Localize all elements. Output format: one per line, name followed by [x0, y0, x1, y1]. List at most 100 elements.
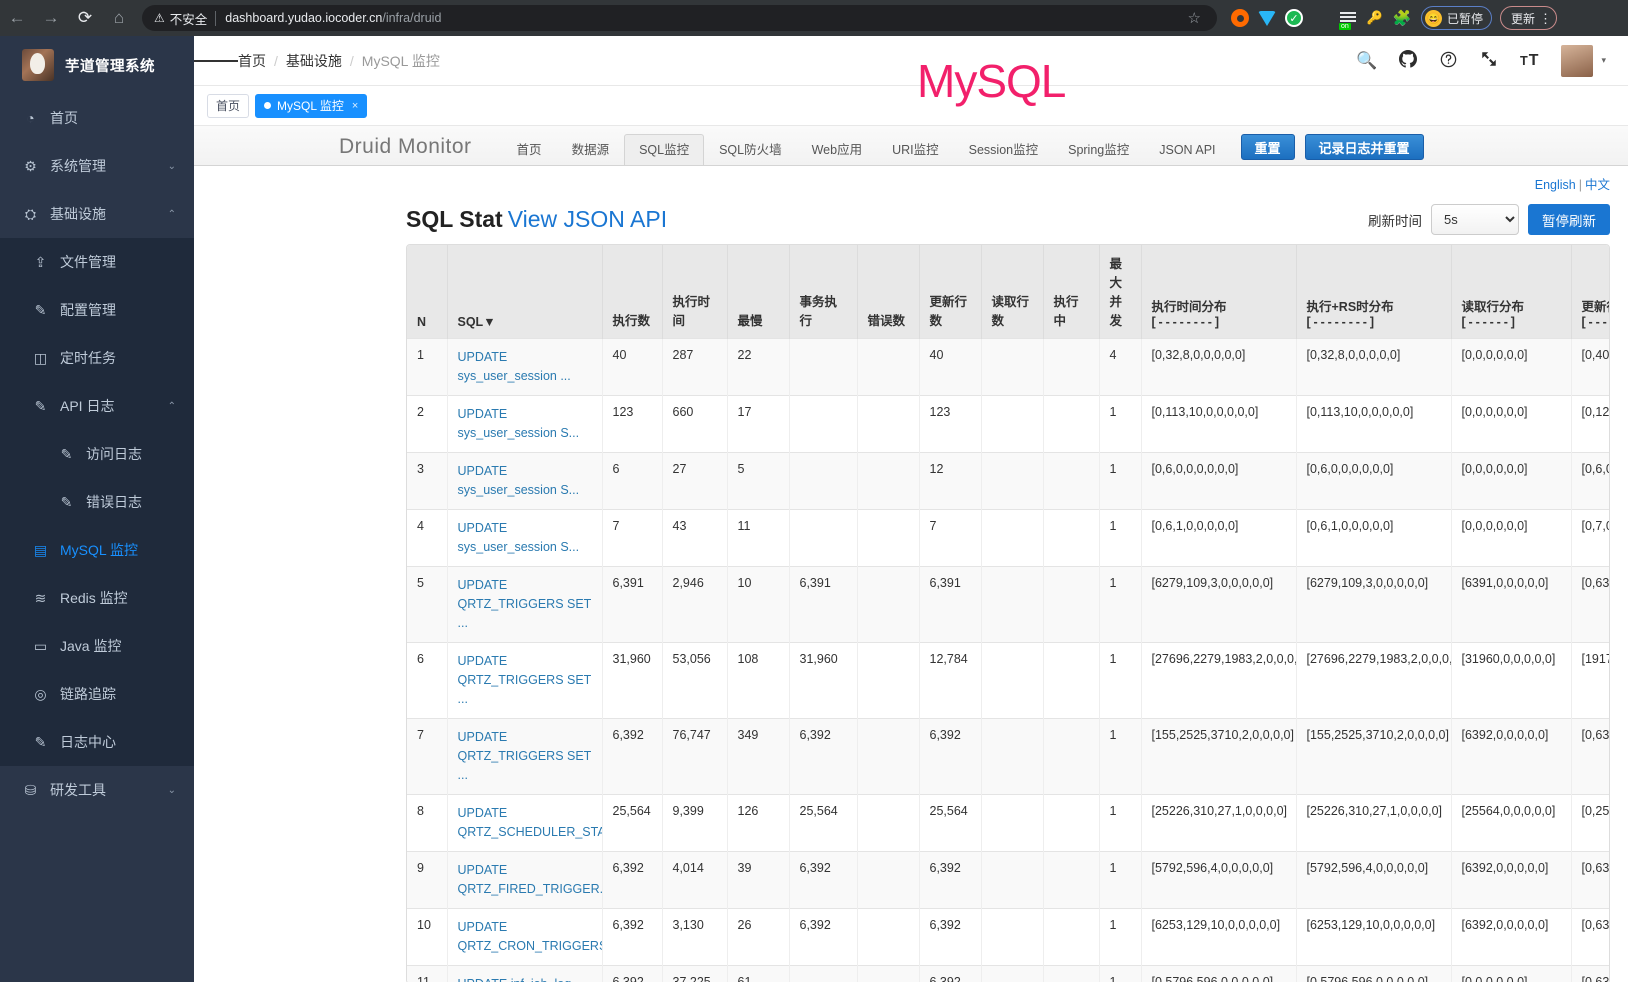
druid-nav-0[interactable]: 首页	[516, 143, 542, 157]
sql-link[interactable]: UPDATE QRTZ_TRIGGERS SET ...	[457, 730, 592, 782]
update-button[interactable]: 更新 ⋮	[1500, 6, 1558, 30]
cell-slowest: 108	[727, 642, 790, 719]
cell-readRows	[981, 908, 1044, 966]
extension-orange-icon[interactable]	[1231, 9, 1249, 27]
sidebar-item-label: 基础设施	[50, 206, 106, 222]
forward-arrow-icon[interactable]: →	[42, 8, 60, 27]
col-header-n[interactable]: N	[407, 245, 448, 339]
sql-link[interactable]: UPDATE inf_job_log SET e...	[458, 975, 594, 982]
druid-nav-7[interactable]: Spring监控	[1068, 143, 1130, 157]
reset-button[interactable]: 重置	[1240, 134, 1295, 160]
sql-link[interactable]: UPDATE QRTZ_SCHEDULER_STA...	[457, 806, 602, 839]
cell-execTime: 76,747	[662, 718, 728, 795]
druid-nav-2[interactable]: SQL监控	[624, 134, 705, 165]
extension-check-icon[interactable]: ✓	[1285, 9, 1303, 27]
chrome-menu-icon[interactable]: ⋮	[1539, 10, 1553, 26]
bookmark-star-icon[interactable]: ☆	[1187, 10, 1201, 27]
col-header-running[interactable]: 执行中	[1043, 245, 1100, 339]
fullscreen-icon[interactable]	[1480, 50, 1498, 71]
sidebar-item-1[interactable]: ⚙ 系统管理 ⌄	[0, 142, 194, 190]
sidebar-item-14[interactable]: ⛁ 研发工具 ⌄	[0, 766, 194, 814]
sidebar-item-label: Java 监控	[60, 638, 122, 654]
sidebar-item-4[interactable]: ✎ 配置管理	[0, 286, 194, 334]
druid-nav-1[interactable]: 数据源	[571, 143, 610, 157]
reload-icon[interactable]: ⟳	[77, 8, 93, 27]
sidebar-item-3[interactable]: ⇪ 文件管理	[0, 238, 194, 286]
druid-nav-5[interactable]: URI监控	[892, 143, 939, 157]
col-header-errors[interactable]: 错误数	[857, 245, 920, 339]
extension-grid-icon[interactable]	[1312, 9, 1330, 27]
sidebar-item-12[interactable]: ◎ 链路追踪	[0, 670, 194, 718]
col-header-execTime[interactable]: 执行时间	[662, 245, 728, 339]
col-header-txn[interactable]: 事务执行	[789, 245, 858, 339]
back-arrow-icon[interactable]: ←	[8, 8, 26, 27]
sidebar-item-8[interactable]: ✎ 错误日志	[0, 478, 194, 526]
sidebar-item-9[interactable]: ▤ MySQL 监控	[0, 526, 194, 574]
cell-execCount: 40	[602, 338, 663, 396]
col-header-maxConc[interactable]: 最大并发	[1099, 245, 1142, 339]
col-header-updDist[interactable]: 更新行分布[ - - - - - - ]	[1571, 245, 1609, 339]
address-bar[interactable]: ⚠ 不安全 dashboard.yudao.iocoder.cn/infra/d…	[142, 5, 1217, 31]
sidebar-item-2[interactable]: ⛭ 基础设施 ⌃	[0, 190, 194, 238]
lang-english[interactable]: English	[1534, 178, 1576, 192]
col-header-timeDist[interactable]: 执行时间分布[ - - - - - - - - ]	[1141, 245, 1297, 339]
hamburger-icon[interactable]	[194, 57, 239, 64]
col-header-sql[interactable]: SQL▼	[447, 245, 603, 339]
log-and-reset-button[interactable]: 记录日志并重置	[1304, 134, 1424, 160]
druid-nav-8[interactable]: JSON API	[1159, 143, 1216, 157]
druid-nav-4[interactable]: Web应用	[811, 143, 863, 157]
stat-header: SQL Stat View JSON API	[406, 206, 667, 233]
col-header-slowest[interactable]: 最慢	[727, 245, 790, 339]
col-header-readDist[interactable]: 读取行分布[ - - - - - - ]	[1451, 245, 1572, 339]
lang-chinese[interactable]: 中文	[1584, 178, 1610, 192]
extension-toggle-icon[interactable]: on	[1339, 9, 1357, 30]
sidebar-item-0[interactable]: ◔ 首页	[0, 94, 194, 142]
sql-link[interactable]: UPDATE QRTZ_TRIGGERS SET ...	[457, 578, 592, 630]
breadcrumb-item-1[interactable]: 基础设施	[285, 52, 342, 69]
pause-refresh-button[interactable]: 暂停刷新	[1528, 204, 1610, 235]
avatar[interactable]	[1561, 44, 1594, 77]
sidebar-brand[interactable]: 芋道管理系统	[0, 36, 194, 94]
profile-button[interactable]: 😄 已暂停	[1421, 6, 1493, 30]
sidebar-item-13[interactable]: ✎ 日志中心	[0, 718, 194, 766]
sidebar-item-5[interactable]: ◫ 定时任务	[0, 334, 194, 382]
tab-close-icon[interactable]: ×	[351, 99, 359, 112]
tab-home[interactable]: 首页	[207, 93, 250, 118]
help-icon[interactable]	[1439, 50, 1458, 72]
sidebar-item-10[interactable]: ≋ Redis 监控	[0, 574, 194, 622]
sql-link[interactable]: UPDATE sys_user_session S...	[457, 521, 580, 554]
extension-key-icon[interactable]: 🔑	[1366, 10, 1384, 25]
cell-readRows	[981, 395, 1044, 453]
extensions-puzzle-icon[interactable]: 🧩	[1392, 10, 1412, 27]
sidebar-item-11[interactable]: ▭ Java 监控	[0, 622, 194, 670]
view-json-api-link[interactable]: View JSON API	[507, 206, 668, 232]
druid-nav-3[interactable]: SQL防火墙	[719, 143, 782, 157]
sidebar-item-6[interactable]: ✎ API 日志 ⌃	[0, 382, 194, 430]
col-header-execCount[interactable]: 执行数	[602, 245, 663, 339]
sql-link[interactable]: UPDATE sys_user_session S...	[457, 464, 580, 497]
cell-maxConc: 4	[1099, 338, 1142, 396]
tab-mysql-monitor[interactable]: MySQL 监控 ×	[255, 93, 368, 118]
github-icon[interactable]	[1399, 50, 1418, 71]
col-header-updRows[interactable]: 更新行数	[919, 245, 982, 339]
sql-link[interactable]: UPDATE sys_user_session ...	[457, 350, 571, 383]
sql-link[interactable]: UPDATE QRTZ_TRIGGERS SET ...	[457, 654, 592, 706]
druid-nav-6[interactable]: Session监控	[968, 143, 1039, 157]
sql-link[interactable]: UPDATE QRTZ_CRON_TRIGGERS...	[457, 920, 602, 953]
col-header-label: 事务执行	[799, 295, 838, 328]
search-icon[interactable]: 🔍	[1356, 51, 1378, 70]
sql-link[interactable]: UPDATE sys_user_session S...	[457, 407, 580, 440]
chevron-down-icon[interactable]: ▾	[1601, 55, 1606, 65]
refresh-interval-select[interactable]: 1s5s10s30s60s	[1431, 204, 1519, 235]
sql-stat-table-container[interactable]: N SQL▼ 执行数 执行时间 最慢 事务执行 错误数 更新行数 读取行数 执行中 最大并发 执行时间…	[406, 244, 1610, 982]
col-header-rsDist[interactable]: 执行+RS时分布[ - - - - - - - - ]	[1296, 245, 1452, 339]
breadcrumb-item-0[interactable]: 首页	[238, 52, 266, 69]
sql-link[interactable]: UPDATE QRTZ_FIRED_TRIGGER...	[457, 863, 602, 896]
url-path: /infra/druid	[382, 11, 442, 25]
sidebar-item-7[interactable]: ✎ 访问日志	[0, 430, 194, 478]
col-header-readRows[interactable]: 读取行数	[981, 245, 1044, 339]
cell-sql: UPDATE QRTZ_TRIGGERS SET ...	[447, 718, 603, 795]
home-icon[interactable]: ⌂	[113, 8, 125, 27]
extension-diamond-icon[interactable]	[1258, 10, 1276, 26]
